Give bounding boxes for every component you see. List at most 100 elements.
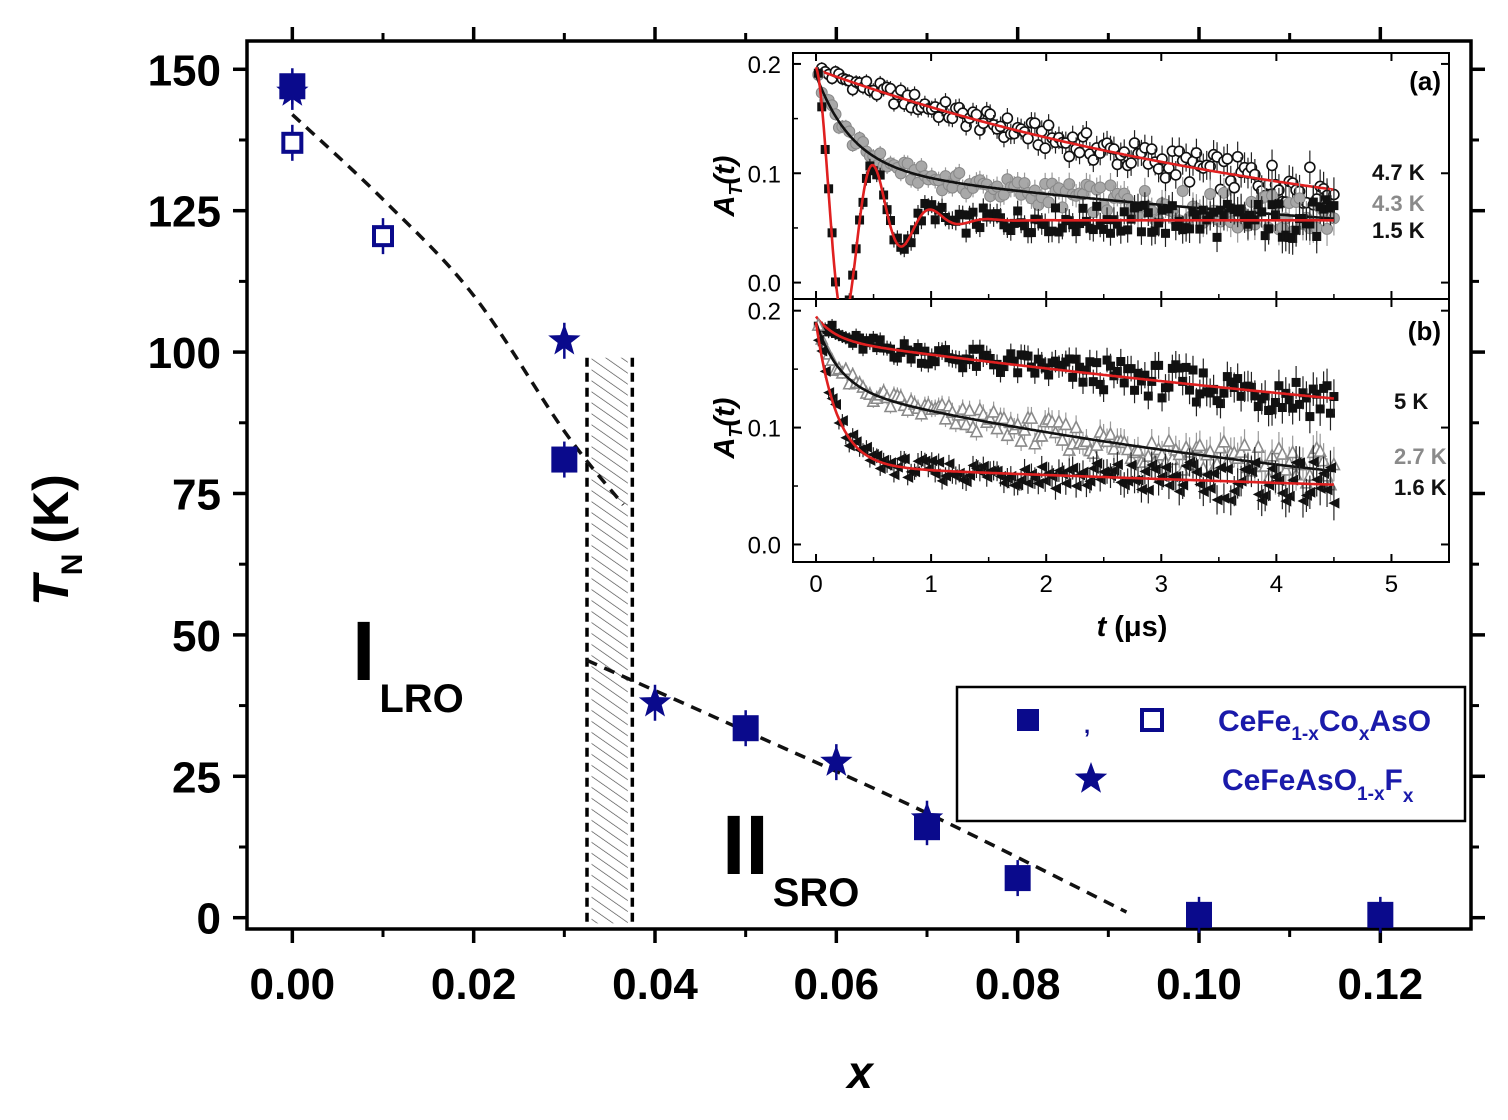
x-tick-label: 0.12 xyxy=(1338,960,1424,1009)
inset-point-square-black xyxy=(1178,376,1188,386)
inset-point-square-black xyxy=(1105,361,1115,371)
inset-point-triangle-gray xyxy=(969,423,984,438)
inset-fit-curve xyxy=(814,66,1334,299)
inset-point-square-black xyxy=(1154,360,1164,370)
inset-point-triangle-black xyxy=(1328,497,1340,509)
inset-point-square-black xyxy=(940,345,950,355)
inset-point-triangle-gray xyxy=(1107,441,1121,455)
inset-point-square-black xyxy=(1078,377,1088,387)
inset-point-triangle-black xyxy=(1070,480,1082,492)
inset-point-square-black xyxy=(958,363,968,373)
panel-label-b: (b) xyxy=(1408,316,1441,346)
inset-point-triangle-gray xyxy=(883,398,898,413)
inset-point-square-black xyxy=(916,216,926,226)
inset-point-square-black xyxy=(1057,223,1067,233)
inset-point-circle-open xyxy=(1073,146,1086,159)
inset-point-square-black xyxy=(1260,391,1270,401)
inset-point-square-black xyxy=(1270,210,1280,220)
x-axis-title: x xyxy=(844,1046,875,1098)
inset-point-square-black xyxy=(1116,226,1126,236)
y-tick-label: 100 xyxy=(148,329,221,378)
inset-point-triangle-black xyxy=(1022,477,1034,489)
inset-point-square-black xyxy=(1181,362,1191,372)
inset-point-triangle-black xyxy=(1084,475,1096,487)
inset-point-square-black xyxy=(1099,224,1109,234)
inset-point-square-black xyxy=(1191,397,1201,407)
inset-point-triangle-black xyxy=(902,471,914,483)
legend-cofe-end: AsO xyxy=(1369,705,1431,738)
data-point-f-star xyxy=(276,74,309,106)
inset-point-square-black xyxy=(1167,201,1177,211)
inset-point-square-black xyxy=(920,346,930,356)
inset-point-square-black xyxy=(1171,221,1181,231)
inset-point-triangle-black xyxy=(1204,482,1216,494)
inset-point-square-black xyxy=(906,238,916,248)
inset-x-tick-label: 4 xyxy=(1270,571,1283,598)
inset-point-square-black xyxy=(1315,404,1325,414)
inset-point-square-black xyxy=(1136,376,1146,386)
inset-point-triangle-black xyxy=(1060,477,1072,489)
inset-point-square-black xyxy=(978,203,988,213)
inset-point-square-black xyxy=(1174,363,1184,373)
inset-x-tick-label: 2 xyxy=(1040,571,1053,598)
data-point-co-filled xyxy=(732,715,759,742)
inset-point-triangle-black xyxy=(939,470,951,482)
inset-point-square-black xyxy=(1236,391,1246,401)
panel-label-a: (a) xyxy=(1409,66,1441,96)
inset-point-triangle-gray xyxy=(1034,428,1049,442)
inset-point-circle-open xyxy=(984,108,996,120)
inset-x-tick-label: 5 xyxy=(1385,571,1398,598)
inset-point-square-black xyxy=(1102,355,1112,365)
inset-point-square-black xyxy=(1212,232,1222,242)
inset-b-ylabel-main: A xyxy=(709,438,741,460)
inset-point-circle-open xyxy=(908,88,921,101)
legend-open-square-icon xyxy=(1140,708,1164,732)
inset-point-triangle-gray xyxy=(1055,432,1070,446)
inset-point-triangle-black xyxy=(850,436,862,448)
inset-point-square-black xyxy=(1325,408,1335,418)
inset-a-ylabel-sub: T xyxy=(726,183,746,196)
inset-point-square-black xyxy=(1009,218,1019,228)
region-sro-main: II xyxy=(722,798,769,892)
inset-point-square-black xyxy=(1198,205,1208,215)
legend-label-fdoped: CeFeAsO1-xFx xyxy=(1222,764,1414,807)
inset-point-square-black xyxy=(995,213,1005,223)
inset-point-square-black xyxy=(1037,358,1047,368)
inset-point-square-black xyxy=(954,355,964,365)
inset-point-circle-open xyxy=(1145,143,1158,155)
inset-point-triangle-black xyxy=(981,471,993,483)
inset-y-tick-label: 0.0 xyxy=(748,532,781,559)
inset-point-triangle-gray xyxy=(1000,427,1015,442)
inset-point-square-black xyxy=(855,333,865,343)
inset-point-square-black xyxy=(968,207,978,217)
inset-point-square-black xyxy=(886,216,896,226)
inset-point-square-black xyxy=(1140,200,1150,210)
inset-point-triangle-gray xyxy=(1172,446,1187,461)
inset-y-tick-label: 0.2 xyxy=(748,52,781,79)
inset-point-triangle-black xyxy=(1111,459,1123,471)
inset-point-triangle-black xyxy=(926,455,938,467)
inset-point-square-black xyxy=(1185,385,1195,395)
temperature-label: 4.7 K xyxy=(1372,160,1425,185)
inset-point-square-black xyxy=(975,223,985,233)
inset-point-square-black xyxy=(1026,228,1036,238)
inset-point-square-black xyxy=(899,339,909,349)
inset-point-triangle-black xyxy=(1163,479,1175,491)
inset-point-square-black xyxy=(1301,393,1311,403)
inset-b-ylabel: AT(t) xyxy=(709,398,746,460)
inset-point-square-black xyxy=(1099,385,1109,395)
inset-point-square-black xyxy=(1047,226,1057,236)
inset-point-circle-open xyxy=(1128,137,1141,149)
inset-point-circle-open xyxy=(1001,112,1014,124)
inset-b-ylabel-sub: T xyxy=(726,425,746,438)
inset-point-triangle-black xyxy=(977,460,989,472)
inset-point-square-black xyxy=(1267,405,1277,415)
inset-point-square-black xyxy=(1185,224,1195,234)
guide-dashed-line-lro xyxy=(291,113,625,506)
y-axis-title-sub: N xyxy=(56,554,89,576)
inset-point-triangle-black xyxy=(1321,484,1333,496)
inset-point-square-black xyxy=(1064,354,1074,364)
inset-point-square-black xyxy=(1246,382,1256,392)
legend-separator: , xyxy=(1084,713,1090,738)
inset-point-triangle-black xyxy=(1125,459,1137,471)
